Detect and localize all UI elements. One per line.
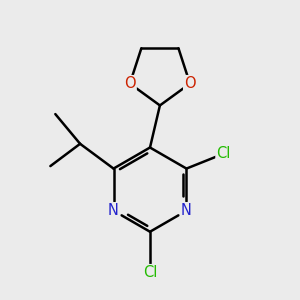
Text: Cl: Cl — [216, 146, 231, 161]
Text: Cl: Cl — [143, 265, 157, 280]
Text: O: O — [124, 76, 136, 91]
Text: N: N — [181, 203, 192, 218]
Text: N: N — [108, 203, 119, 218]
Text: O: O — [184, 76, 196, 91]
